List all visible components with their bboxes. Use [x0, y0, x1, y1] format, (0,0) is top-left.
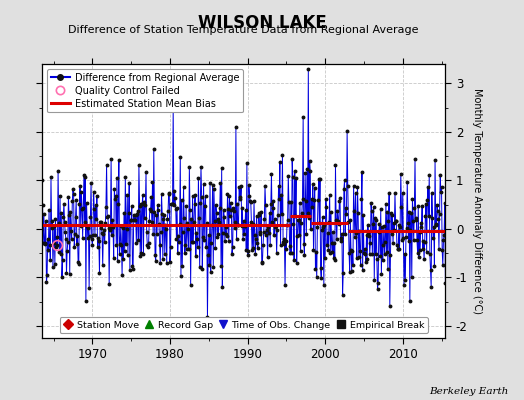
Legend: Station Move, Record Gap, Time of Obs. Change, Empirical Break: Station Move, Record Gap, Time of Obs. C… — [60, 317, 428, 333]
Text: WILSON LAKE: WILSON LAKE — [198, 14, 326, 32]
Title: Difference of Station Temperature Data from Regional Average: Difference of Station Temperature Data f… — [69, 26, 419, 36]
Y-axis label: Monthly Temperature Anomaly Difference (°C): Monthly Temperature Anomaly Difference (… — [472, 88, 482, 314]
Text: Berkeley Earth: Berkeley Earth — [429, 387, 508, 396]
